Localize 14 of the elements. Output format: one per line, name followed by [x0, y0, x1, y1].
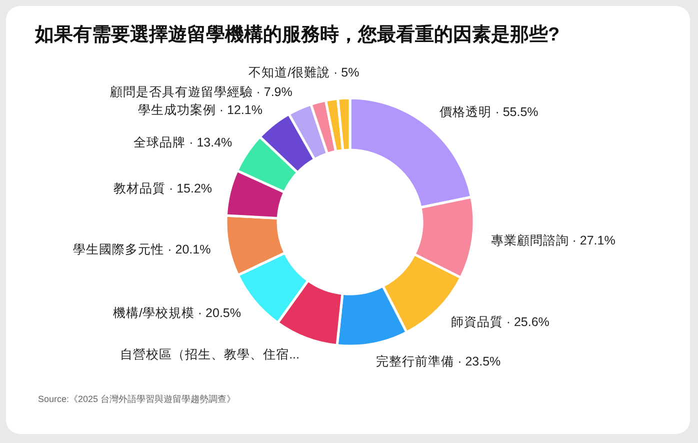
chart-title: 如果有需要選擇遊留學機構的服務時，您最看重的因素是那些?: [34, 24, 560, 46]
slice-label: 顧問是否具有遊留學經驗 · 7.9%: [110, 85, 292, 100]
slice-label: 不知道/很難說 · 5%: [248, 66, 360, 80]
slice-label: 自營校區（招生、教學、住宿...: [120, 346, 300, 362]
slice-label: 機構/學校規模 · 20.5%: [112, 306, 242, 320]
slice-label: 專業顧問諮詢 · 27.1%: [490, 234, 616, 248]
slice-label: 全球品牌 · 13.4%: [134, 136, 232, 150]
source-note: Source:《2025 台灣外語學習與遊留學趨勢調查》: [38, 393, 236, 406]
slice-label: 學生國際多元性 · 20.1%: [73, 242, 211, 257]
slice-label: 價格透明 · 55.5%: [440, 104, 538, 119]
slice-label: 完整行前準備 · 23.5%: [376, 354, 501, 369]
slice-label: 師資品質 · 25.6%: [450, 314, 550, 329]
slice-label: 學生成功案例 · 12.1%: [138, 102, 262, 118]
slice-label: 教材品質 · 15.2%: [114, 181, 212, 196]
